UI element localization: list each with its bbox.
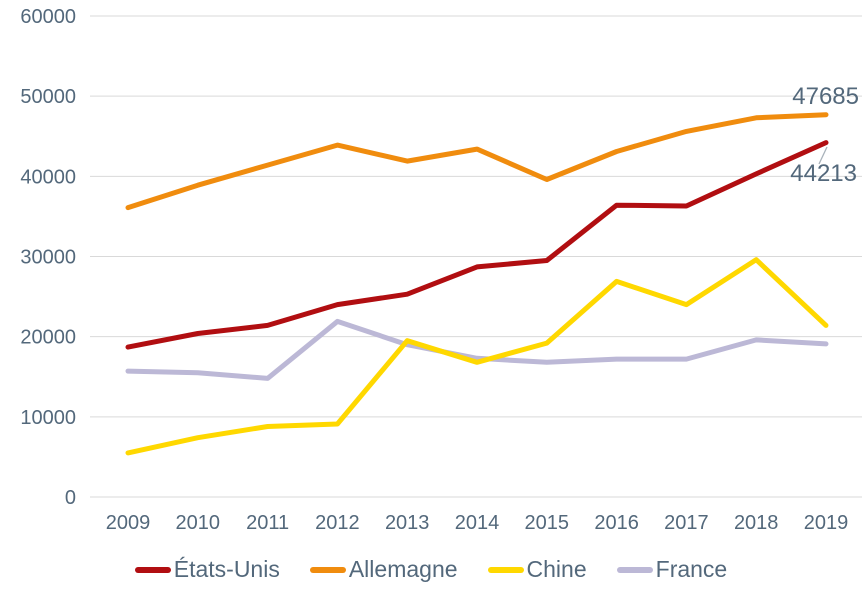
data-label-allemagne-2019: 47685 [792, 83, 859, 110]
x-axis-tick-label: 2012 [315, 512, 360, 534]
x-axis-tick-label: 2018 [734, 512, 779, 534]
legend-item-etats-unis: États-Unis [134, 556, 280, 583]
legend-swatch-chine-icon [487, 566, 524, 573]
series-line-États-Unis [125, 140, 829, 350]
series-line-Chine [125, 257, 829, 456]
x-axis-tick-label: 2017 [664, 512, 709, 534]
legend-item-chine: Chine [487, 556, 587, 583]
y-axis-tick-label: 60000 [20, 6, 76, 28]
x-axis-tick-label: 2015 [525, 512, 570, 534]
x-axis-tick-label: 2016 [594, 512, 639, 534]
x-axis-tick-label: 2011 [246, 512, 289, 534]
legend-swatch-allemagne-icon [309, 566, 346, 573]
legend-label-chine: Chine [526, 556, 587, 582]
legend-swatch-etats-unis-icon [134, 566, 171, 573]
x-axis-tick-label: 2009 [106, 512, 151, 534]
series-line-France [125, 318, 829, 381]
data-label-etats-unis-2019: 44213 [790, 160, 857, 187]
y-axis-tick-label: 40000 [20, 166, 76, 188]
x-axis-tick-label: 2019 [804, 512, 849, 534]
legend-item-allemagne: Allemagne [309, 556, 458, 583]
label-leader-line [818, 146, 828, 165]
x-axis-tick-label: 2014 [455, 512, 500, 534]
y-axis-tick-label: 10000 [20, 407, 76, 429]
legend-label-etats-unis: États-Unis [173, 556, 280, 582]
y-axis-tick-label: 50000 [20, 86, 76, 108]
y-axis-tick-label: 30000 [20, 247, 76, 269]
legend-label-france: France [655, 556, 728, 582]
series-line-Allemagne [125, 112, 829, 211]
x-axis-tick-label: 2013 [385, 512, 430, 534]
x-axis-tick-label: 2010 [176, 512, 221, 534]
y-axis-tick-label: 20000 [20, 327, 76, 349]
legend-label-allemagne: Allemagne [348, 556, 458, 582]
legend-swatch-france-icon [616, 566, 653, 573]
legend-item-france: France [616, 556, 728, 583]
legend: États-Unis Allemagne Chine France [0, 556, 862, 583]
y-axis-tick-label: 0 [65, 487, 76, 509]
